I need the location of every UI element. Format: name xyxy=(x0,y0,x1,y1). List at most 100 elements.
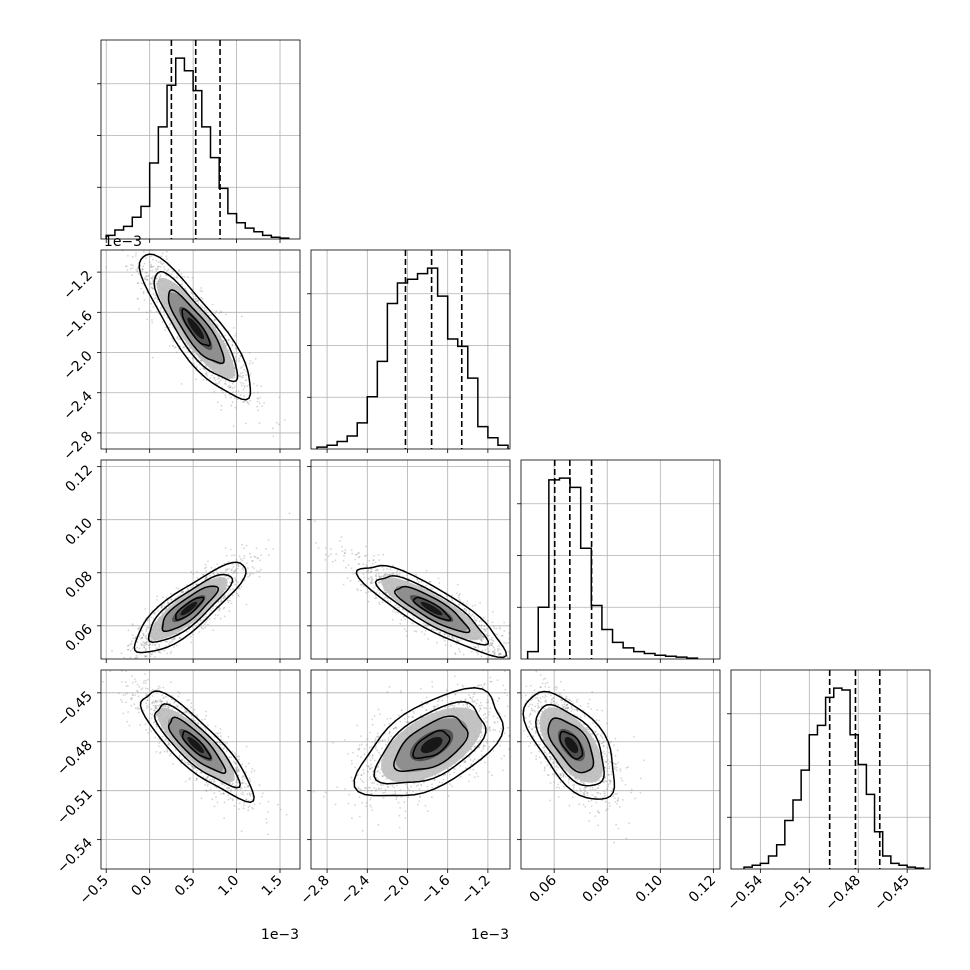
sample-point xyxy=(265,548,267,550)
sample-point xyxy=(121,701,123,703)
sample-point xyxy=(170,752,172,755)
sample-point xyxy=(498,654,500,656)
sample-point xyxy=(242,804,245,807)
sample-point xyxy=(219,732,222,734)
sample-point xyxy=(203,309,206,312)
sample-point xyxy=(236,769,239,772)
sample-point xyxy=(378,581,380,584)
sample-point xyxy=(187,763,190,766)
sample-point xyxy=(242,374,245,377)
sample-point xyxy=(220,782,222,784)
sample-point xyxy=(234,355,237,358)
sample-point xyxy=(499,652,502,655)
sample-point xyxy=(477,646,480,648)
sample-point xyxy=(197,721,200,724)
sample-point xyxy=(186,587,189,590)
sample-point xyxy=(174,700,176,703)
sample-point xyxy=(220,311,223,314)
sample-point xyxy=(237,781,240,784)
sample-point xyxy=(493,651,496,654)
sample-point xyxy=(212,780,215,783)
sample-point xyxy=(196,769,198,772)
sample-point xyxy=(378,592,381,595)
sample-point xyxy=(500,667,502,669)
sample-point xyxy=(379,576,381,579)
sample-point xyxy=(357,562,360,565)
sample-point xyxy=(252,573,255,575)
sample-point xyxy=(193,363,195,365)
sample-point xyxy=(367,600,370,603)
sample-point xyxy=(223,747,225,750)
sample-point xyxy=(239,558,242,560)
sample-point xyxy=(249,573,252,576)
sample-point xyxy=(155,310,158,313)
sample-point xyxy=(245,771,247,774)
sample-point xyxy=(236,771,238,774)
sample-point xyxy=(248,362,251,365)
sample-point xyxy=(146,272,148,274)
sample-point xyxy=(465,608,468,611)
sample-point xyxy=(470,650,473,653)
sample-point xyxy=(254,555,257,558)
sample-point xyxy=(154,294,157,297)
sample-point xyxy=(171,708,174,710)
sample-point xyxy=(142,634,145,636)
sample-point xyxy=(213,319,216,322)
sample-point xyxy=(151,266,153,268)
sample-point xyxy=(496,633,498,636)
sample-point xyxy=(131,255,134,258)
sample-point xyxy=(376,568,379,571)
sample-point xyxy=(445,595,448,598)
sample-point xyxy=(146,704,149,707)
sample-point xyxy=(156,700,159,703)
sample-point xyxy=(204,730,207,733)
sample-point xyxy=(514,654,516,656)
sample-point xyxy=(234,785,237,787)
sample-point xyxy=(145,644,147,647)
sample-point xyxy=(183,346,186,349)
sample-point xyxy=(131,274,134,277)
sample-point xyxy=(226,786,229,789)
sample-point xyxy=(186,630,188,633)
sample-point xyxy=(402,609,405,611)
sample-point xyxy=(256,397,259,400)
sample-point xyxy=(438,582,441,584)
sample-point xyxy=(230,571,233,574)
sample-point xyxy=(209,778,211,781)
sample-point xyxy=(130,263,132,266)
sample-point xyxy=(152,704,155,707)
sample-point xyxy=(507,641,510,644)
histogram-panel xyxy=(517,459,721,663)
sample-point xyxy=(225,313,227,316)
sample-point xyxy=(187,763,189,765)
sample-point xyxy=(453,637,456,639)
sample-point xyxy=(159,265,162,268)
sample-point xyxy=(153,709,156,711)
sample-point xyxy=(157,265,160,268)
sample-point xyxy=(202,616,205,619)
sample-point xyxy=(222,783,225,785)
sample-point xyxy=(263,402,265,404)
sample-point xyxy=(247,567,249,569)
sample-point xyxy=(211,607,214,610)
sample-point xyxy=(171,640,173,643)
sample-point xyxy=(358,556,361,558)
sample-point xyxy=(278,396,281,399)
sample-point xyxy=(155,751,158,753)
sample-point xyxy=(192,766,195,769)
sample-point xyxy=(148,274,150,277)
sample-point xyxy=(133,678,136,680)
sample-point xyxy=(243,395,246,398)
sample-point xyxy=(159,687,161,689)
sample-point xyxy=(365,564,368,566)
sample-point xyxy=(141,636,143,639)
sample-point xyxy=(152,688,154,691)
sample-point xyxy=(228,568,230,570)
sample-point xyxy=(130,659,132,661)
sample-point xyxy=(131,624,134,627)
sample-point xyxy=(166,700,168,703)
sample-point xyxy=(234,571,237,574)
sample-point xyxy=(491,642,494,645)
sample-point xyxy=(249,360,252,362)
